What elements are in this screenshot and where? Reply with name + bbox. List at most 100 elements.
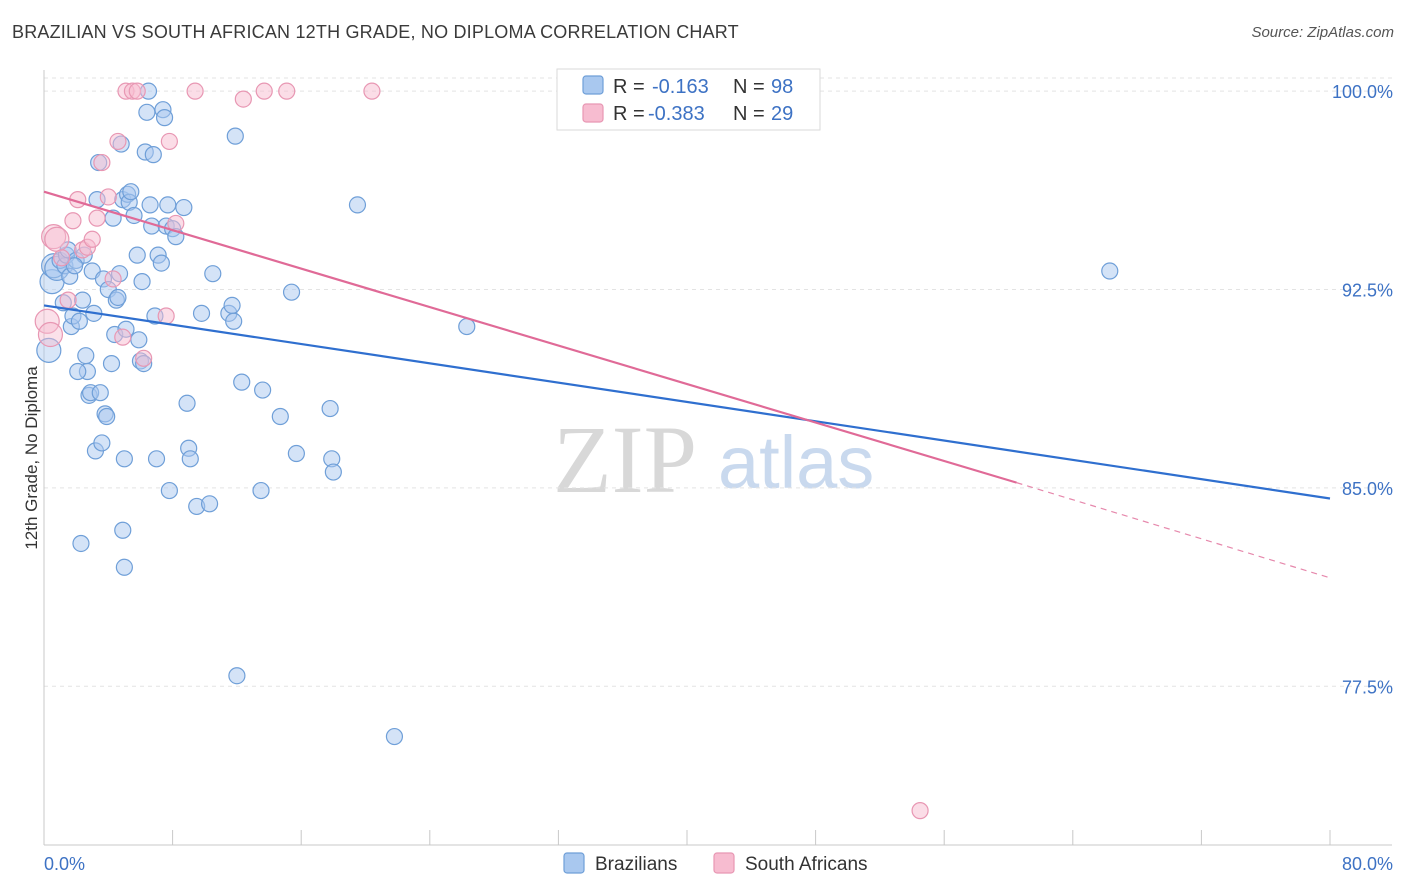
brazilians-point [98, 407, 116, 426]
series-legend-label-south-africans: South Africans [745, 854, 868, 875]
brazilians-point [204, 265, 222, 283]
brazilians-point [160, 481, 178, 500]
brazilians-point [91, 384, 109, 402]
brazilians-point [122, 183, 140, 201]
source-label: Source: ZipAtlas.com [1251, 24, 1394, 41]
brazilians-point [321, 399, 339, 418]
y-tick-label: 100.0% [1332, 82, 1393, 102]
brazilians-point [192, 304, 211, 322]
brazilians-trend-line [43, 304, 1331, 500]
brazilians-point [254, 381, 272, 399]
x-tick-label: 80.0% [1342, 854, 1393, 874]
south-africans-point [93, 153, 111, 172]
legend-n-label-blue: N = [733, 76, 765, 98]
south-africans-point [41, 224, 67, 250]
brazilians-point [282, 283, 301, 301]
legend-swatch-blue [582, 75, 604, 95]
legend-r-label-blue: R = [613, 76, 645, 98]
brazilians-point [93, 434, 111, 452]
south-africans-point [37, 321, 64, 348]
south-africans-trend-line [43, 190, 1017, 484]
south-africans-point [53, 249, 71, 267]
legend-r-label-pink: R = [613, 103, 645, 125]
watermark: ZIP atlas [553, 406, 874, 513]
brazilians-point [138, 103, 156, 121]
series-legend-label-brazilians: Brazilians [595, 854, 677, 875]
x-tick-label: 0.0% [44, 854, 85, 874]
legend-r-value-blue: -0.163 [652, 76, 709, 98]
brazilians-point [228, 667, 246, 685]
brazilians-point [252, 481, 270, 500]
brazilians-point [324, 463, 342, 481]
axes [43, 70, 1392, 846]
brazilians-point [200, 495, 219, 513]
south-africans-point [278, 82, 296, 100]
watermark-zip: ZIP [553, 406, 697, 513]
x-ticks [172, 830, 1331, 845]
brazilians-point [144, 146, 162, 164]
south-africans-point [83, 230, 101, 248]
brazilians-point [348, 196, 367, 214]
south-africans-point [255, 82, 273, 100]
brazilians-point [181, 450, 199, 468]
brazilians-point [72, 534, 90, 553]
south-africans-point [44, 226, 70, 252]
south-africans-point [128, 82, 146, 100]
south-africans-point [99, 188, 117, 206]
south-africans-point [114, 328, 132, 346]
south-africans-point [911, 802, 929, 820]
brazilians-point [385, 727, 404, 746]
brazilians-point [225, 312, 243, 330]
series-legend: Brazilians South Africans [563, 852, 868, 875]
south-africans-trend-extension [1016, 482, 1331, 579]
brazilians-point [159, 196, 177, 214]
south-africans-point [186, 82, 204, 100]
series-legend-swatch-south-africans [713, 852, 735, 874]
brazilians-point [152, 254, 170, 272]
south-africans-point [135, 349, 153, 367]
brazilians-point [287, 444, 305, 463]
watermark-atlas: atlas [718, 421, 874, 504]
south-africans-point [157, 307, 175, 325]
legend-n-label-pink: N = [733, 103, 765, 125]
chart-title: BRAZILIAN VS SOUTH AFRICAN 12TH GRADE, N… [12, 22, 739, 42]
y-tick-labels: 100.0% 92.5% 85.0% 77.5% [1332, 82, 1393, 697]
correlation-legend: R = -0.163 N = 98 R = -0.383 N = 29 [556, 68, 821, 131]
south-africans-point [88, 209, 106, 227]
y-tick-label: 77.5% [1342, 677, 1393, 697]
south-africans-point [109, 132, 127, 151]
south-africans-point [363, 82, 381, 100]
series-legend-swatch-brazilians [563, 852, 585, 874]
brazilians-point [1101, 262, 1119, 280]
south-africans-point [234, 90, 252, 108]
south-africans-point [64, 212, 82, 230]
brazilians-point [69, 362, 87, 381]
trend-lines [43, 190, 1331, 579]
brazilians-point [115, 450, 133, 468]
brazilians-point [233, 373, 251, 391]
brazilians-point [77, 347, 95, 365]
brazilians-point [155, 109, 174, 127]
legend-n-value-blue: 98 [771, 76, 793, 98]
brazilians-point [70, 312, 88, 330]
south-africans-point [160, 132, 178, 151]
brazilians-point [133, 273, 151, 291]
south-africans-point [59, 291, 77, 309]
y-tick-label: 85.0% [1342, 479, 1393, 499]
brazilians-point [73, 291, 92, 309]
brazilians-point [223, 296, 241, 315]
brazilians-point [147, 450, 166, 468]
legend-swatch-pink [582, 103, 604, 123]
brazilians-point [226, 127, 244, 145]
brazilians-point [109, 288, 127, 307]
legend-r-value-pink: -0.383 [648, 103, 705, 125]
brazilians-point [130, 331, 148, 349]
brazilians-point [128, 246, 146, 264]
brazilians-point [65, 257, 84, 275]
brazilians-point [115, 558, 133, 576]
x-tick-labels: 0.0% 80.0% [44, 854, 1393, 874]
legend-n-value-pink: 29 [771, 103, 793, 125]
south-africans-points [34, 82, 929, 820]
brazilians-point [102, 355, 121, 373]
